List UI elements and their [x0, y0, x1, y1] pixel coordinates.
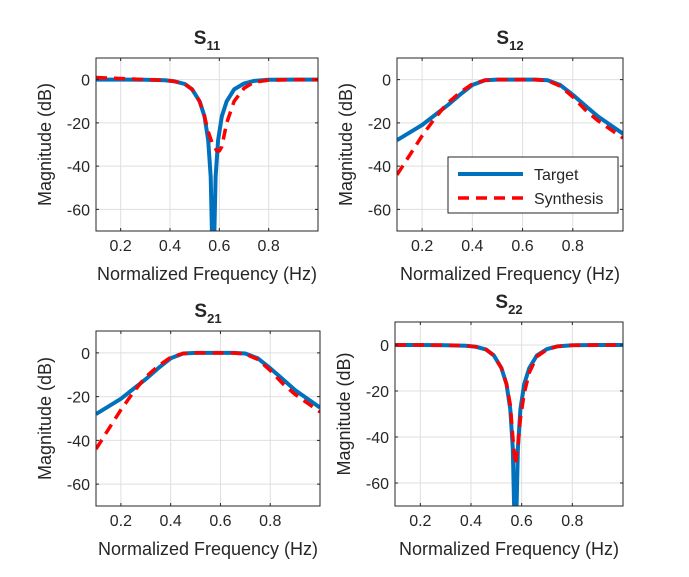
legend-box: [447, 156, 619, 214]
y-tick-label: 0: [380, 338, 389, 355]
y-tick-label: -20: [368, 116, 391, 133]
chart-title: S12: [496, 28, 523, 53]
subplot-22: 0.2 0.4 0.6 0.8 0 -20 -40 -60 Normalized Frequen…: [334, 292, 624, 559]
x-tick-label: 0.6: [208, 238, 230, 255]
plot-area: [96, 331, 320, 506]
chart-title-main: S: [496, 28, 509, 49]
y-tick-label: -40: [368, 159, 391, 176]
series-line-synthesis: [397, 77, 623, 176]
y-tick-label: -60: [67, 202, 90, 219]
y-tick-label: 0: [81, 346, 90, 363]
y-axis-label: Magnitude (dB): [35, 83, 55, 206]
series-line-synthesis: [395, 343, 623, 467]
x-tick-label: 0.8: [258, 238, 280, 255]
y-axis-label: Magnitude (dB): [35, 357, 55, 480]
x-tick-label: 0.8: [562, 238, 584, 255]
chart-title-subscript: 21: [207, 311, 221, 326]
x-tick-label: 0.2: [409, 513, 431, 530]
x-tick-label: 0.4: [159, 238, 181, 255]
x-axis-label: Normalized Frequency (Hz): [399, 539, 619, 559]
x-tick-label: 0.2: [110, 513, 132, 530]
x-axis-label: Normalized Frequency (Hz): [400, 264, 620, 284]
x-tick-label: 0.4: [460, 513, 482, 530]
x-tick-label: 0.8: [561, 513, 583, 530]
y-tick-label: 0: [81, 73, 90, 90]
chart-title-main: S: [495, 292, 508, 313]
chart-title: S11: [194, 28, 220, 53]
chart-title-main: S: [194, 301, 207, 322]
axes-frame: [95, 57, 319, 232]
y-axis-label: Magnitude (dB): [334, 352, 354, 475]
x-tick-label: 0.6: [511, 238, 533, 255]
legend: Target Synthesis: [447, 156, 619, 214]
x-tick-label: 0.8: [259, 513, 281, 530]
axes-frame: [95, 330, 321, 507]
chart-title-subscript: 12: [509, 38, 523, 53]
y-tick-label: -20: [67, 116, 90, 133]
y-tick-label: -60: [366, 476, 389, 493]
y-tick-label: 0: [382, 73, 391, 90]
chart-title-main: S: [194, 28, 207, 49]
x-tick-label: 0.4: [160, 513, 182, 530]
x-tick-label: 0.2: [110, 238, 132, 255]
x-tick-label: 0.2: [411, 238, 433, 255]
series-line-synthesis: [96, 75, 318, 153]
subplot-12: 0.2 0.4 0.6 0.8 0 -20 -40 -60 Normalized Frequen…: [336, 28, 624, 284]
y-tick-label: -40: [67, 433, 90, 450]
x-axis-label: Normalized Frequency (Hz): [97, 264, 317, 284]
x-tick-label: 0.4: [461, 238, 483, 255]
subplot-11: 0.2 0.4 0.6 0.8 0 -20 -40 -60 Normalized Frequen…: [35, 28, 319, 284]
subplot-21: 0.2 0.4 0.6 0.8 0 -20 -40 -60 Normalized Frequen…: [35, 301, 321, 559]
chart-title-subscript: 22: [508, 302, 522, 317]
y-tick-label: -20: [67, 390, 90, 407]
y-axis-label: Magnitude (dB): [336, 83, 356, 206]
legend-label-synthesis: Synthesis: [534, 191, 603, 208]
x-tick-label: 0.6: [209, 513, 231, 530]
y-tick-label: -40: [366, 430, 389, 447]
axes-frame: [396, 57, 624, 232]
legend-label-target: Target: [534, 167, 579, 184]
chart-title: S22: [495, 292, 522, 317]
y-tick-label: -40: [67, 159, 90, 176]
series-line-synthesis: [96, 351, 320, 451]
chart-title: S21: [194, 301, 221, 326]
y-tick-label: -60: [67, 477, 90, 494]
axes-frame: [394, 321, 624, 507]
y-tick-label: -60: [368, 202, 391, 219]
x-axis-label: Normalized Frequency (Hz): [98, 539, 318, 559]
chart-title-subscript: 11: [206, 38, 220, 53]
x-tick-label: 0.6: [511, 513, 533, 530]
y-tick-label: -20: [366, 384, 389, 401]
